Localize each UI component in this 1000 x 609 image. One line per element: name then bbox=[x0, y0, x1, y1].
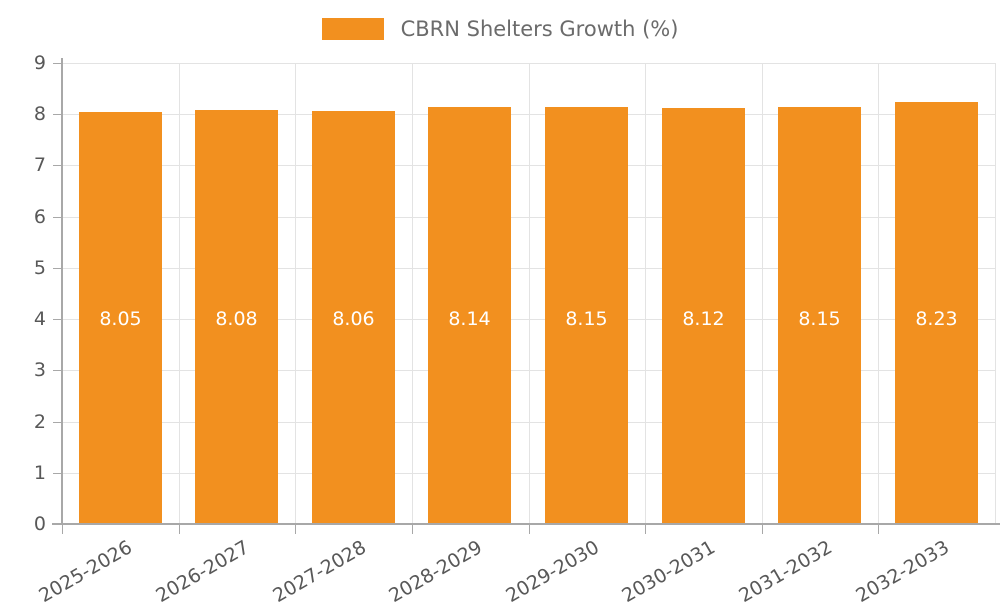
x-axis-tick-label: 2025-2026 bbox=[35, 536, 137, 608]
bar[interactable] bbox=[428, 107, 511, 524]
bar[interactable] bbox=[778, 106, 861, 524]
y-axis-tick bbox=[53, 216, 62, 218]
gridline-vertical bbox=[179, 63, 180, 524]
x-axis-tick-label: 2031-2032 bbox=[735, 536, 837, 608]
gridline-horizontal bbox=[62, 165, 995, 167]
legend-swatch-cbrn-shelters-growth bbox=[321, 18, 384, 40]
y-axis-tick bbox=[53, 63, 62, 64]
y-axis-tick bbox=[53, 267, 62, 269]
bar-value-label: 8.05 bbox=[99, 308, 142, 331]
y-axis-tick bbox=[53, 421, 62, 423]
gridline-vertical bbox=[762, 63, 763, 524]
y-axis-tick bbox=[53, 319, 62, 321]
gridline-horizontal bbox=[62, 114, 995, 116]
plot-area: 8.05 8.08 8.06 8.14 8.15 8.12 8.15 8.23 bbox=[62, 63, 996, 525]
bar-value-label: 8.15 bbox=[565, 308, 608, 331]
y-axis-tick-label: 2 bbox=[33, 410, 46, 433]
bar[interactable] bbox=[895, 102, 978, 524]
gridline-vertical bbox=[645, 63, 646, 524]
bar[interactable] bbox=[662, 108, 745, 524]
bar-value-label: 8.12 bbox=[682, 308, 725, 331]
gridline-horizontal bbox=[62, 370, 995, 372]
gridline-horizontal bbox=[62, 63, 995, 64]
bar-value-label: 8.06 bbox=[332, 308, 375, 331]
y-axis-tick bbox=[53, 472, 62, 474]
gridline-horizontal bbox=[62, 472, 995, 474]
gridline-vertical bbox=[878, 63, 879, 524]
x-axis-tick bbox=[412, 525, 413, 534]
x-axis-tick bbox=[878, 525, 879, 534]
bar[interactable] bbox=[79, 111, 162, 524]
gridline-horizontal bbox=[62, 267, 995, 269]
x-axis-tick-label: 2027-2028 bbox=[268, 536, 370, 608]
bar[interactable] bbox=[312, 111, 395, 524]
x-axis-spine bbox=[52, 523, 1000, 525]
bar[interactable] bbox=[545, 106, 628, 524]
y-axis-tick bbox=[53, 524, 62, 525]
bar-value-label: 8.14 bbox=[448, 308, 491, 331]
x-axis-tick bbox=[529, 525, 530, 534]
y-axis-tick-label: 9 bbox=[33, 52, 46, 74]
y-axis-tick-label: 4 bbox=[33, 308, 46, 331]
bar-value-label: 8.23 bbox=[915, 308, 958, 331]
x-axis-tick bbox=[762, 525, 763, 534]
chart-legend: CBRN Shelters Growth (%) bbox=[0, 12, 1000, 46]
x-axis-tick bbox=[645, 525, 646, 534]
gridline-vertical bbox=[412, 63, 413, 524]
bar-value-label: 8.08 bbox=[215, 308, 258, 331]
gridline-horizontal bbox=[62, 421, 995, 423]
bar[interactable] bbox=[195, 110, 278, 524]
y-axis-tick-label: 5 bbox=[33, 256, 46, 279]
gridline-horizontal bbox=[62, 319, 995, 321]
x-axis-tick bbox=[295, 525, 296, 534]
y-axis-tick bbox=[53, 114, 62, 116]
y-axis-tick bbox=[53, 165, 62, 167]
x-axis-tick-label: 2029-2030 bbox=[502, 536, 603, 608]
gridline-horizontal bbox=[62, 216, 995, 218]
y-axis-tick-label: 0 bbox=[33, 513, 46, 535]
gridline-vertical bbox=[529, 63, 530, 524]
x-axis-tick-label: 2032-2033 bbox=[851, 536, 953, 608]
y-axis-tick-label: 1 bbox=[33, 461, 46, 484]
y-axis-tick-label: 3 bbox=[33, 359, 46, 382]
x-axis-tick-label: 2030-2031 bbox=[618, 536, 720, 608]
x-axis-tick bbox=[62, 525, 63, 534]
gridline-vertical bbox=[295, 63, 296, 524]
x-axis-tick-label: 2028-2029 bbox=[385, 536, 487, 608]
legend-label-cbrn-shelters-growth: CBRN Shelters Growth (%) bbox=[400, 16, 679, 41]
y-axis-spine bbox=[61, 58, 63, 525]
y-axis-tick bbox=[53, 370, 62, 372]
x-axis-tick bbox=[179, 525, 180, 534]
bar-value-label: 8.15 bbox=[798, 308, 841, 331]
y-axis-tick-label: 7 bbox=[33, 154, 46, 177]
y-axis-tick-label: 8 bbox=[33, 103, 46, 126]
y-axis-tick-label: 6 bbox=[33, 205, 46, 228]
x-axis-tick-label: 2026-2027 bbox=[152, 536, 253, 608]
gridline-vertical bbox=[995, 63, 996, 524]
